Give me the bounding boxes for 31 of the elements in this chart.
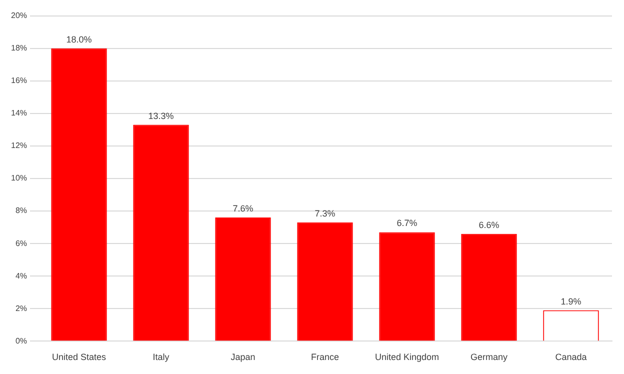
y-tick-label: 10% [10,174,28,183]
x-tick-label: Japan [230,352,256,362]
x-tick-label: France [311,352,340,362]
data-label: 18.0% [66,34,92,44]
y-tick-label: 16% [10,76,28,86]
y-tick-label: 20% [10,11,28,20]
x-tick-label: Germany [470,352,508,362]
bar [51,48,107,341]
bar [461,234,517,341]
data-label: 13.3% [148,110,174,121]
y-tick-label: 14% [10,108,28,118]
x-tick-label: Italy [152,352,170,362]
data-label: 6.6% [478,220,500,230]
bar [297,222,353,341]
y-tick-label: 12% [10,141,28,150]
y-tick-label: 0% [15,336,28,346]
bar [215,218,271,341]
data-label: 1.9% [560,296,582,306]
y-tick-label: 18% [10,44,28,53]
y-tick-label: 2% [15,304,28,313]
y-tick-label: 6% [15,238,28,248]
y-tick-label: 8% [15,206,28,216]
y-tick-label: 4% [15,271,28,280]
x-tick-label: United Kingdom [374,352,440,362]
bar [133,124,189,341]
bar [379,232,435,341]
x-tick-label: Canada [555,352,587,362]
x-tick-label: United States [52,352,107,362]
data-label: 7.3% [314,208,336,218]
data-label: 6.7% [396,218,418,228]
data-label: 7.6% [232,204,254,214]
